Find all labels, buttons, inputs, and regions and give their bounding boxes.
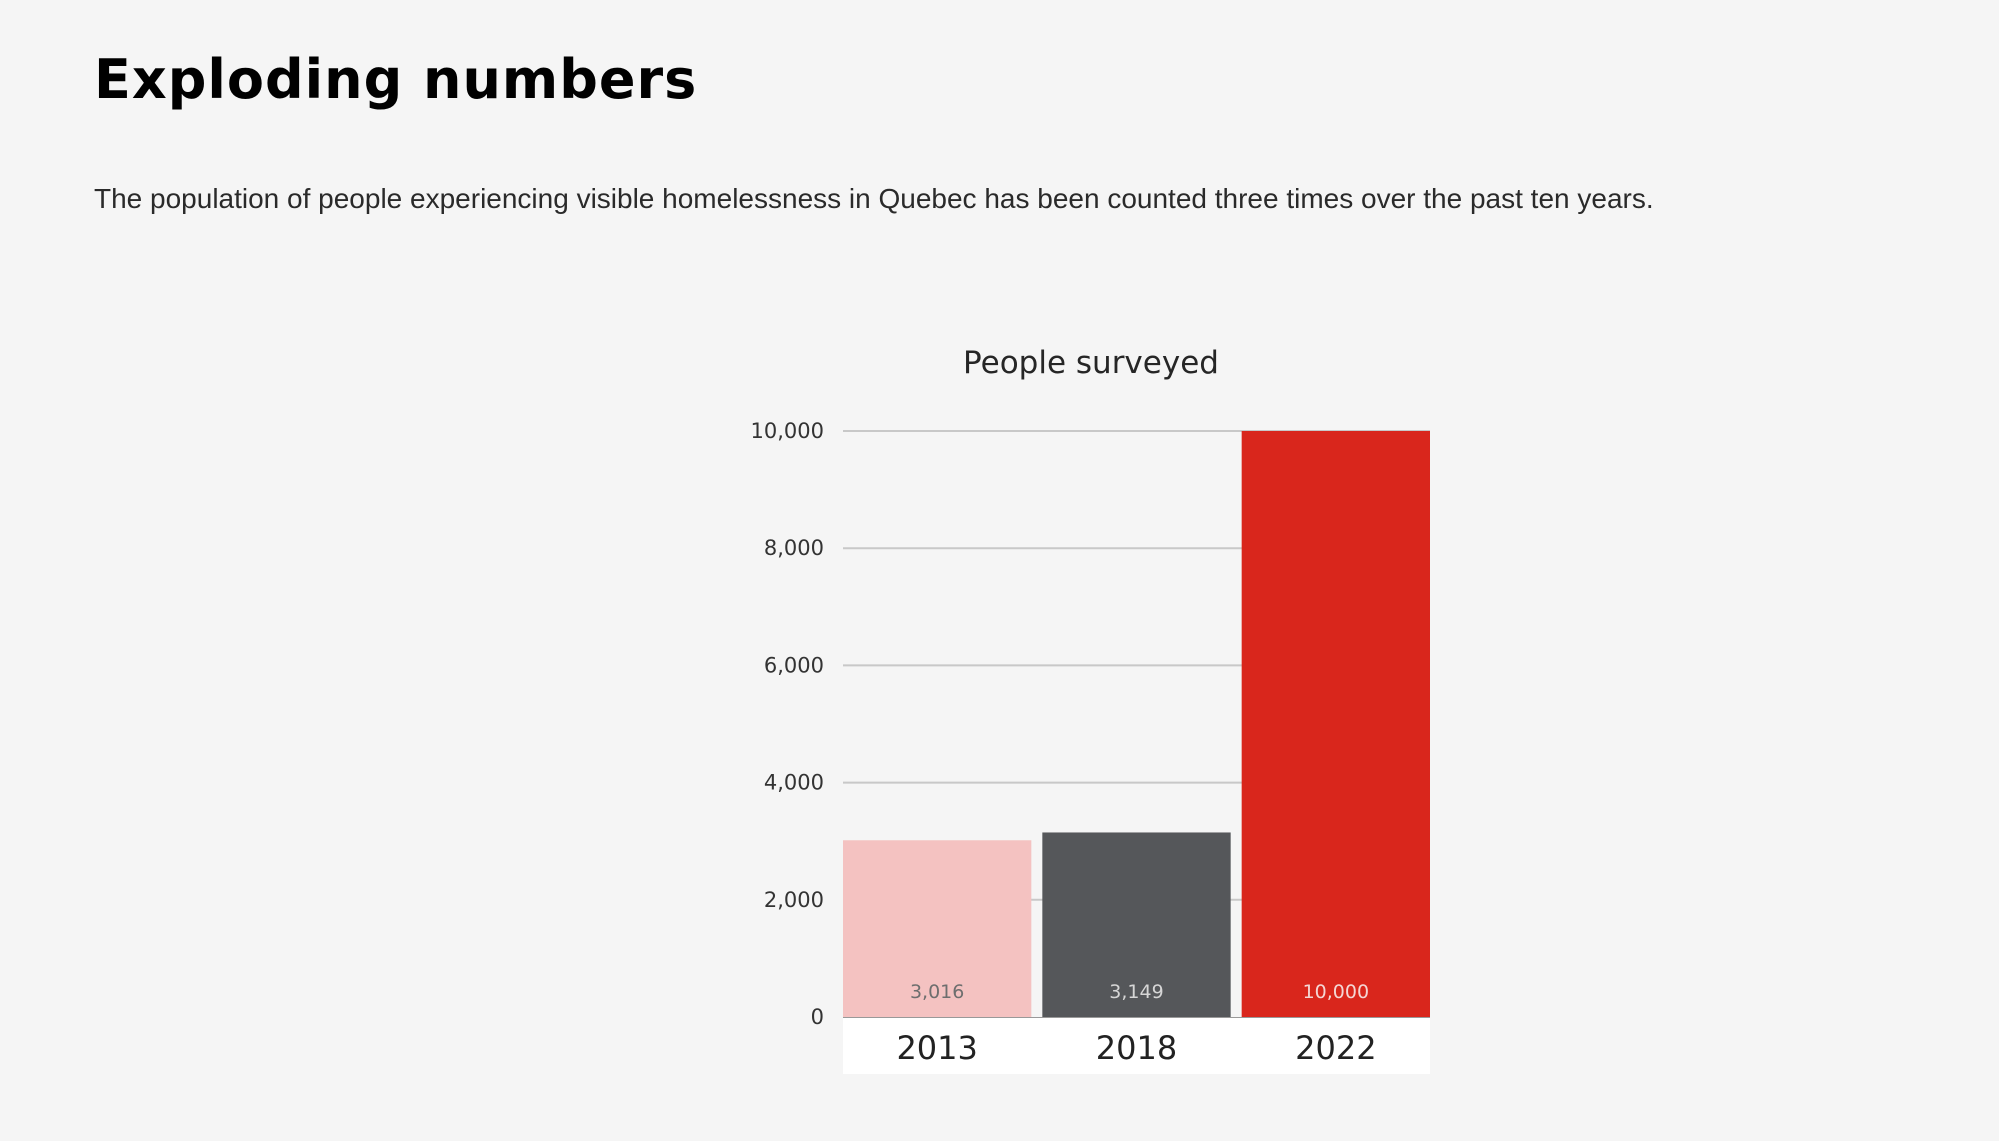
x-axis-label-band: [843, 1018, 1430, 1074]
y-tick-label: 10,000: [751, 419, 824, 443]
y-tick-label: 6,000: [764, 653, 824, 677]
data-label: 3,149: [1109, 981, 1163, 1003]
x-tick-label: 2018: [1096, 1029, 1177, 1067]
y-tick-label: 8,000: [764, 536, 824, 560]
bars: 3,016 3,149 10,000: [843, 431, 1430, 1017]
bar-2022: [1241, 431, 1430, 1017]
bar-2013: [843, 840, 1032, 1017]
y-axis-ticks: 0 2,000 4,000 6,000 8,000 10,000: [751, 419, 824, 1029]
y-tick-label: 4,000: [764, 771, 824, 795]
x-tick-label: 2013: [896, 1029, 977, 1067]
page-heading: Exploding numbers: [94, 48, 698, 111]
bar-2018: [1042, 832, 1231, 1017]
y-tick-label: 0: [811, 1005, 824, 1029]
x-axis-ticks: 2013 2018 2022: [896, 1029, 1376, 1067]
x-tick-label: 2022: [1295, 1029, 1376, 1067]
intro-paragraph: The population of people experiencing vi…: [94, 183, 1654, 214]
data-label: 10,000: [1303, 981, 1369, 1003]
chart-title: People surveyed: [963, 345, 1219, 381]
data-label: 3,016: [910, 981, 964, 1003]
y-tick-label: 2,000: [764, 888, 824, 912]
